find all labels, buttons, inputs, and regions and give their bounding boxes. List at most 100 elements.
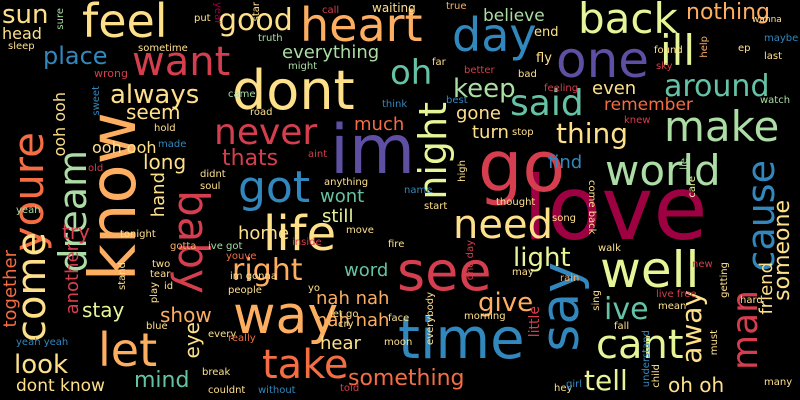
word-well: well [600,241,700,299]
word-star: star [251,2,262,22]
word-everything: everything [282,42,380,63]
word-take: take [262,342,349,388]
word-high: high [457,160,468,182]
word-start: start [424,201,448,212]
word-face: face [388,313,410,324]
word-thats: thats [222,146,279,171]
word-waiting: waiting [372,1,416,15]
word-im-gonna: im gonna [230,271,277,282]
word-word: word [344,260,389,281]
word-walk: walk [598,243,621,254]
word-seem: seem [126,100,181,124]
word-world: world [605,146,721,195]
word-ill: ill [660,26,696,75]
word-found: found [654,45,683,56]
word-said: said [510,83,584,124]
word-song: song [552,213,577,224]
word-gone: gone [456,103,501,124]
word-made: made [158,139,187,150]
word-ive-got: ive got [208,241,243,252]
word-best: best [446,95,468,106]
word-people: people [228,285,262,296]
word-always: always [110,80,200,110]
word-gotta: gotta [170,241,197,252]
word-morning: morning [464,311,506,322]
word-ooh-ooh-2: ooh ooh [92,138,157,157]
word-remember: remember [604,95,693,115]
word-stand: stand [117,262,128,290]
word-nah-nah-2: nah nah [316,310,390,331]
word-yeah-yeah: yeah yeah [16,337,69,348]
word-believe: believe [483,6,545,26]
word-nah-nah-1: nah nah [316,288,390,309]
word-feel: feel [82,0,168,48]
word-help: help [699,36,710,58]
word-call: call [322,5,340,16]
word-everybody: everybody [425,292,436,345]
word-love: love [523,157,708,260]
word-im: im [330,111,416,190]
word-moon: moon [384,337,413,348]
word-every: every [208,329,237,340]
word-blue: blue [146,321,168,332]
word-cry: cry [338,319,354,330]
word-go: go [478,126,566,208]
word-day: day [452,8,537,62]
word-really: really [228,333,256,344]
word-couldnt: couldnt [208,385,246,396]
word-way: way [233,286,339,346]
word-stop: stop [512,127,534,138]
word-hey: hey [554,383,573,394]
word-stay: stay [82,298,125,322]
word-cant: cant [596,322,684,368]
word-feeling: feeling [544,83,579,94]
word-bad: bad [518,69,537,80]
word-little: little [527,306,543,338]
word-try: try [62,220,90,244]
word-end: end [534,25,559,40]
word-tell: tell [584,364,628,397]
word-come-back: come back [586,180,597,235]
word-sometime: sometime [138,43,188,54]
word-knew: knew [624,115,651,126]
word-still: still [322,206,354,227]
word-didnt: didnt [200,169,226,180]
word-care: care [687,176,698,198]
word-tear: tear [150,269,171,280]
word-name: name [404,185,433,196]
word-thought: thought [496,197,536,208]
word-time: time [398,307,525,372]
word-ive: ive [604,292,649,327]
word-mean: mean [658,301,687,312]
word-dont-know: dont know [16,376,105,396]
word-inside: inside [292,237,322,248]
word-anything: anything [324,177,369,188]
word-id: id [164,281,174,292]
word-eye: eye [180,322,204,359]
word-turn: turn [472,122,509,143]
word-far: far [432,57,446,68]
word-mind: mind [134,368,190,393]
word-together: together [0,250,21,328]
word-let-go: let go [330,309,359,320]
word-friend: friend [756,262,777,315]
word-maybe: maybe [764,33,799,44]
word-think: think [382,99,408,110]
word-two: two [152,259,171,270]
word-yeah: yeah [16,205,41,216]
word-play: play [149,282,160,304]
word-hold: hold [154,123,176,134]
word-even: even [592,78,637,99]
word-long: long [143,150,187,174]
word-hard: hard [740,295,763,306]
word-see: see [397,240,492,303]
word-light: light [513,243,571,273]
word-must: must [709,330,720,356]
word-wrong: wrong [94,67,128,80]
word-watch: watch [760,95,791,106]
word-yo: yo [308,283,321,294]
word-ep: ep [738,43,751,54]
word-sleep: sleep [8,41,35,52]
word-one: one [556,31,650,89]
